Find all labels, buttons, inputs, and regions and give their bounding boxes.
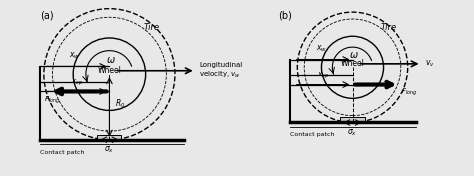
Text: Wheel: Wheel [98, 66, 121, 75]
Text: $x_{cp}$: $x_{cp}$ [71, 77, 82, 88]
Text: $R_0$: $R_0$ [116, 98, 126, 111]
Text: $F_{long}$: $F_{long}$ [401, 87, 418, 98]
Text: $x_{cp}$: $x_{cp}$ [317, 71, 329, 81]
Text: Wheel: Wheel [341, 59, 365, 68]
Text: $\sigma_x$: $\sigma_x$ [347, 128, 357, 138]
Text: ω: ω [107, 55, 115, 65]
Text: Longitudinal
velocity, $v_w$: Longitudinal velocity, $v_w$ [199, 62, 242, 80]
Text: $\sigma_x$: $\sigma_x$ [104, 145, 114, 155]
Text: $x_w$: $x_w$ [69, 51, 81, 61]
Text: Tire: Tire [380, 23, 396, 32]
Bar [97, 135, 121, 141]
Text: $x_w$: $x_w$ [316, 44, 327, 54]
Text: ω: ω [350, 50, 358, 60]
Text: Tire: Tire [144, 23, 160, 32]
Text: Contact patch: Contact patch [40, 150, 85, 155]
Text: (b): (b) [278, 10, 292, 20]
Text: (a): (a) [40, 10, 54, 20]
Text: Contact patch: Contact patch [291, 132, 335, 137]
Text: $v_v$: $v_v$ [425, 59, 435, 69]
Bar [340, 117, 365, 123]
Text: $F_{long}$: $F_{long}$ [44, 95, 60, 106]
